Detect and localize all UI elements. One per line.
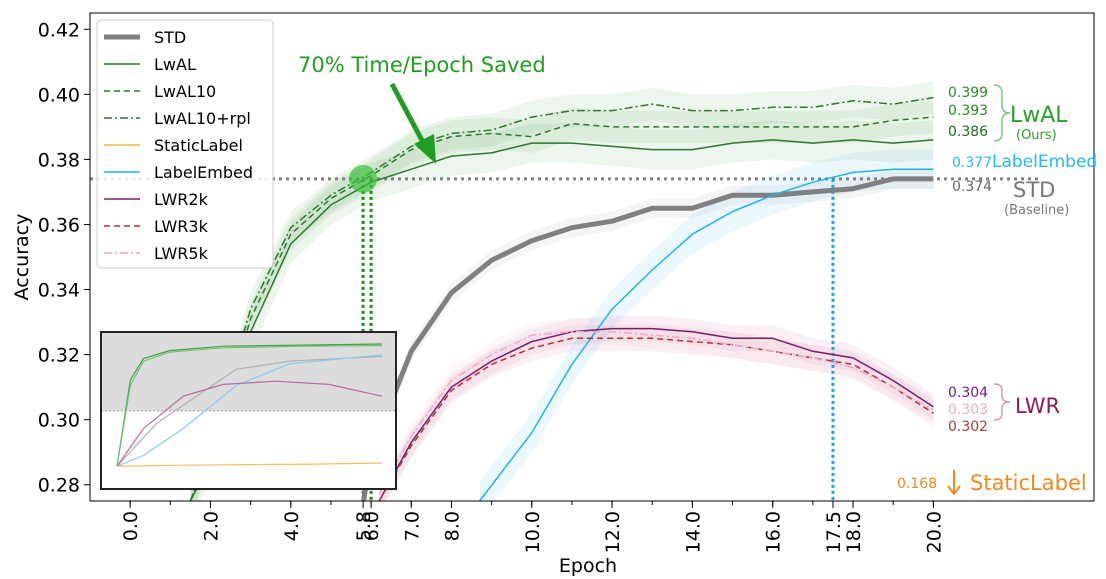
arrow-head	[414, 134, 436, 164]
end-value-label: 0.377	[952, 155, 992, 171]
time-saved-annotation: 70% Time/Epoch Saved	[298, 53, 546, 77]
inset-series-line	[116, 462, 383, 467]
y-tick-label: 0.28	[38, 475, 80, 497]
y-tick-label: 0.36	[38, 214, 80, 236]
legend-entry: STD	[154, 28, 186, 47]
staticlabel-arrow-head	[947, 485, 961, 496]
legend-entry: LWR5k	[154, 244, 209, 263]
x-tick-label: 18.0	[843, 511, 865, 553]
band-labelembed	[479, 149, 934, 501]
y-tick-label: 0.38	[38, 149, 80, 171]
x-tick-label: 2.0	[200, 511, 222, 541]
y-tick-label: 0.32	[38, 345, 80, 367]
highlight-marker	[349, 164, 378, 193]
group-label-lwal: LwAL	[1010, 103, 1068, 128]
x-tick-label: 16.0	[763, 511, 785, 553]
x-tick-label: 5.8	[353, 511, 375, 541]
y-tick-label: 0.42	[38, 19, 80, 41]
lwal-brace	[993, 84, 1011, 142]
x-tick-label: 14.0	[682, 511, 704, 553]
legend-entry: StaticLabel	[154, 136, 243, 155]
series-line-labelembed	[479, 168, 934, 501]
inset-series-line	[116, 380, 383, 467]
x-tick-label: 12.0	[602, 511, 624, 553]
legend: STD LwAL LwAL10 LwAL10+rpl StaticLabel LabelE…	[96, 19, 274, 269]
arrow-shaft	[389, 82, 428, 148]
end-value-label: 0.303	[948, 402, 988, 418]
series-lines	[189, 96, 934, 501]
x-tick-label: 6.0	[361, 511, 383, 541]
y-tick-label: 0.30	[38, 410, 80, 432]
x-axis-title: Epoch	[559, 555, 617, 577]
end-value-label: 0.304	[948, 385, 988, 401]
inset-zoom-region	[101, 332, 396, 411]
group-label-staticlabel: StaticLabel	[970, 471, 1087, 495]
x-tick-label: 8.0	[441, 511, 463, 541]
series-line-lwr2k	[378, 327, 934, 501]
legend-box	[96, 19, 274, 269]
end-value-label: 0.393	[948, 103, 988, 119]
band-lwr5k	[379, 318, 934, 501]
inset-series-line	[116, 354, 383, 467]
x-tick-label: 10.0	[522, 511, 544, 553]
x-tick-label: 4.0	[281, 511, 303, 541]
inset-plot	[100, 331, 397, 490]
end-value-label: 0.399	[948, 85, 988, 101]
group-label-lwal-sub: (Ours)	[1016, 128, 1057, 143]
series-line-std	[361, 176, 934, 501]
end-value-label: 0.386	[948, 124, 988, 140]
legend-entry: LwAL	[154, 55, 196, 74]
series-line-lwr3k	[378, 337, 934, 501]
plot-frame	[89, 12, 1095, 502]
legend-entry: LwAL10+rpl	[154, 109, 251, 128]
x-tick-label: 20.0	[923, 511, 945, 553]
series-line-lwal10	[189, 116, 934, 501]
end-value-label: 0.374	[952, 179, 992, 195]
x-tick-label: 17.5	[823, 511, 845, 553]
group-label-labelembed: LabelEmbed	[992, 152, 1097, 172]
group-label-std-sub: (Baseline)	[1004, 203, 1069, 218]
inset-series-line	[116, 343, 383, 467]
series-line-lwal10-rpl	[189, 96, 934, 501]
y-tick-label: 0.34	[38, 280, 80, 302]
x-tick-label: 7.0	[401, 511, 423, 541]
x-tick-label: 0.0	[120, 511, 142, 541]
legend-entry: LWR3k	[154, 217, 209, 236]
series-line-lwr5k	[378, 331, 934, 495]
inset-series-line	[116, 345, 383, 467]
inset-series-line	[116, 355, 383, 467]
band-lwal	[190, 120, 934, 501]
legend-entry: LabelEmbed	[154, 163, 253, 182]
legend-entry: LwAL10	[154, 82, 216, 101]
end-value-staticlabel: 0.168	[897, 476, 937, 492]
group-label-lwr: LWR	[1015, 394, 1060, 418]
legend-entry: LWR2k	[154, 190, 209, 209]
series-line-lwal	[189, 139, 934, 501]
end-value-label: 0.302	[948, 419, 988, 435]
y-tick-label: 0.40	[38, 84, 80, 106]
band-lwr3k	[379, 325, 934, 501]
group-label-std: STD	[1013, 178, 1055, 202]
axes: 0.28 0.30 0.32 0.34 0.36 0.38 0.40 0.42 0.0 2.0 4.…	[11, 12, 1095, 577]
annotations: 70% Time/Epoch Saved 0.399 0.393 0.386 0.377…	[298, 53, 1097, 496]
lwr-brace	[993, 383, 1011, 421]
y-axis-title: Accuracy	[11, 214, 33, 301]
inset-frame	[100, 331, 397, 490]
